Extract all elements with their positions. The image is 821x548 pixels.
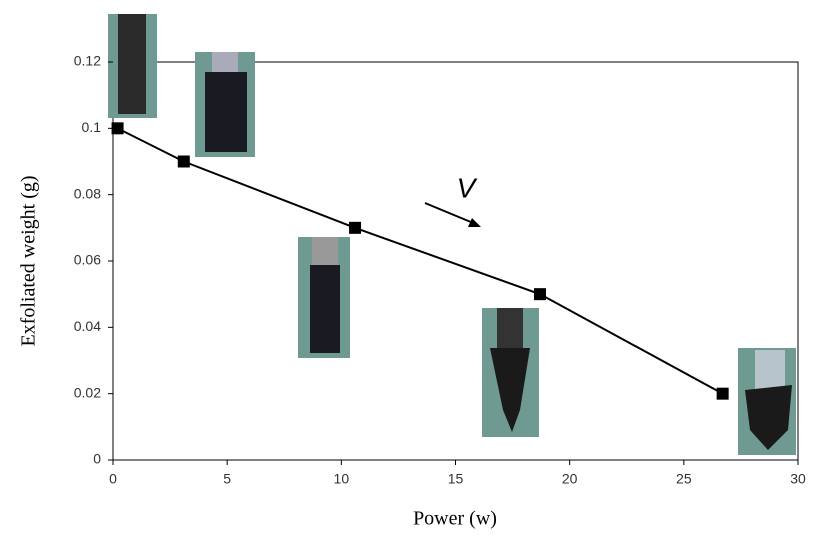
photo-sample	[312, 237, 338, 265]
photo-sample	[497, 308, 523, 348]
x-tick-label: 30	[790, 471, 806, 487]
y-tick-label: 0.1	[82, 119, 102, 135]
photo-sample	[212, 52, 238, 72]
y-tick-label: 0	[93, 451, 101, 467]
x-tick-label: 20	[562, 471, 578, 487]
annotation: V	[457, 172, 478, 203]
point	[111, 122, 124, 135]
x-axis-title: Power (w)	[413, 508, 497, 530]
y-tick-label: 0.08	[74, 185, 101, 201]
point	[177, 155, 190, 168]
point	[716, 387, 729, 400]
x-tick-label: 5	[223, 471, 231, 487]
photo-sample	[310, 265, 340, 353]
photo-sample	[490, 348, 530, 432]
photos	[108, 14, 796, 455]
photo-sample	[205, 72, 247, 152]
point	[533, 288, 546, 301]
annotation-arrow	[424, 202, 479, 226]
y-tick-label: 0.02	[74, 384, 101, 400]
y-tick-label: 0.12	[74, 53, 101, 69]
y-tick-label: 0.06	[74, 252, 101, 268]
point	[349, 221, 362, 234]
annotation-arrowhead	[468, 218, 481, 227]
photo-sample	[118, 14, 146, 114]
photo-sample	[745, 385, 792, 450]
photo-sample	[755, 350, 785, 390]
y-axis-title: Exfoliated weight (g)	[18, 175, 40, 346]
x-tick-label: 15	[448, 471, 464, 487]
x-tick-label: 25	[676, 471, 692, 487]
line	[117, 127, 724, 395]
x-tick-label: 0	[109, 471, 117, 487]
y-tick-label: 0.04	[74, 318, 101, 334]
x-tick-label: 10	[334, 471, 350, 487]
